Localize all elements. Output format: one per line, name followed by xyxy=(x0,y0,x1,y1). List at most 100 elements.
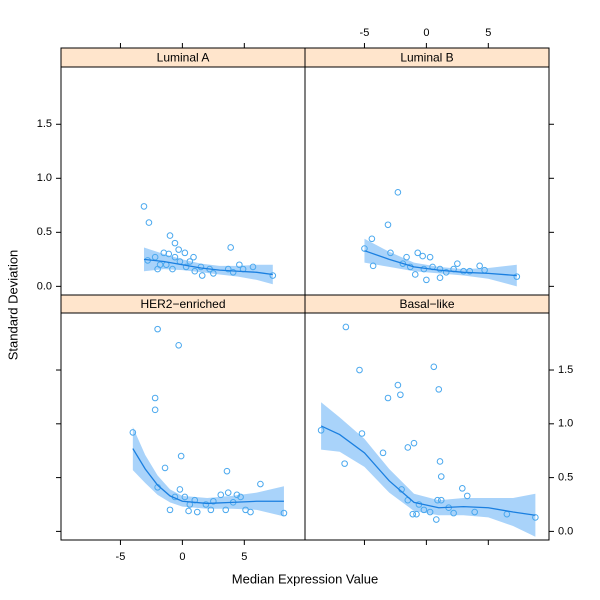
data-point xyxy=(140,203,148,210)
data-point xyxy=(207,506,215,514)
data-point xyxy=(202,501,210,508)
data-point xyxy=(384,221,392,229)
data-point xyxy=(177,452,185,460)
y-tick-label: 0.0 xyxy=(558,525,573,537)
data-point xyxy=(227,244,234,251)
data-point xyxy=(437,496,445,504)
data-point xyxy=(198,272,206,279)
data-point xyxy=(185,507,192,515)
y-tick-label: 0.5 xyxy=(558,472,573,484)
data-point xyxy=(369,262,377,270)
data-point xyxy=(476,262,483,270)
panel-plot xyxy=(361,189,521,287)
data-point xyxy=(247,508,254,516)
data-point xyxy=(463,492,471,500)
data-point xyxy=(229,269,237,276)
data-point xyxy=(249,263,257,271)
data-point xyxy=(161,464,169,472)
data-point xyxy=(181,249,189,257)
y-tick-label: 1.0 xyxy=(37,172,52,184)
data-point xyxy=(236,261,243,269)
data-point xyxy=(394,381,402,389)
fit-line xyxy=(132,448,284,505)
data-point xyxy=(471,508,478,516)
y-tick-label: 0.0 xyxy=(37,280,52,292)
x-tick-label: 0 xyxy=(423,27,429,39)
data-point xyxy=(165,250,173,258)
data-point xyxy=(176,486,184,493)
data-point xyxy=(423,276,430,284)
data-point xyxy=(129,429,137,436)
fit-line xyxy=(320,425,536,516)
data-point xyxy=(145,219,153,226)
data-point xyxy=(513,273,521,280)
strip-title: HER2−enriched xyxy=(140,297,225,311)
data-point xyxy=(384,394,392,402)
panel-plot xyxy=(129,325,288,517)
y-axis-title: Standard Deviation xyxy=(5,250,20,361)
data-point xyxy=(413,510,420,518)
data-point xyxy=(458,485,466,492)
data-point xyxy=(414,249,422,257)
data-point xyxy=(341,460,348,467)
x-axis-title: Median Expression Value xyxy=(232,571,378,586)
data-point xyxy=(237,493,244,501)
y-tick-label: 1.0 xyxy=(558,418,573,430)
data-point xyxy=(182,263,190,271)
data-point xyxy=(404,444,412,451)
data-point xyxy=(394,189,402,196)
data-point xyxy=(166,506,174,514)
data-point xyxy=(437,473,445,480)
data-point xyxy=(379,449,387,457)
data-point xyxy=(454,260,461,267)
data-point xyxy=(224,265,232,273)
data-point xyxy=(436,458,444,465)
y-tick-label: 1.5 xyxy=(37,118,52,130)
data-point xyxy=(210,497,217,505)
panel-plot xyxy=(140,203,277,285)
x-tick-label: 0 xyxy=(179,551,185,563)
confidence-band xyxy=(321,402,536,537)
data-point xyxy=(435,386,443,393)
data-point xyxy=(151,394,159,402)
data-point xyxy=(154,265,161,273)
y-tick-label: 1.5 xyxy=(558,364,573,376)
data-point xyxy=(224,489,232,496)
data-point xyxy=(257,480,264,488)
data-point xyxy=(233,491,241,499)
data-point xyxy=(154,325,161,333)
confidence-band xyxy=(143,247,273,285)
x-tick-label: 5 xyxy=(485,27,491,39)
data-point xyxy=(403,253,410,261)
data-point xyxy=(436,274,444,282)
data-point xyxy=(356,366,363,374)
strip xyxy=(304,294,550,314)
data-point xyxy=(342,323,350,331)
data-point xyxy=(420,506,428,514)
data-point xyxy=(175,246,182,253)
data-point xyxy=(419,252,426,260)
y-tick-label: 0.5 xyxy=(37,226,52,238)
data-point xyxy=(169,265,176,273)
data-point xyxy=(193,508,201,516)
data-point xyxy=(358,430,366,437)
data-point xyxy=(217,491,225,499)
data-point xyxy=(151,406,159,414)
confidence-band xyxy=(364,238,517,287)
data-point xyxy=(222,506,230,514)
data-point xyxy=(223,467,231,475)
data-point xyxy=(175,341,182,349)
data-point xyxy=(430,363,438,371)
data-point xyxy=(387,249,394,257)
strip-title: Luminal A xyxy=(157,51,210,65)
data-point xyxy=(368,235,376,243)
data-point xyxy=(317,426,325,434)
data-point xyxy=(397,391,404,399)
fit-line xyxy=(364,250,517,277)
data-point xyxy=(269,272,277,279)
data-point xyxy=(466,267,474,275)
data-point xyxy=(442,269,450,276)
data-point xyxy=(411,271,419,278)
data-point xyxy=(426,253,434,261)
